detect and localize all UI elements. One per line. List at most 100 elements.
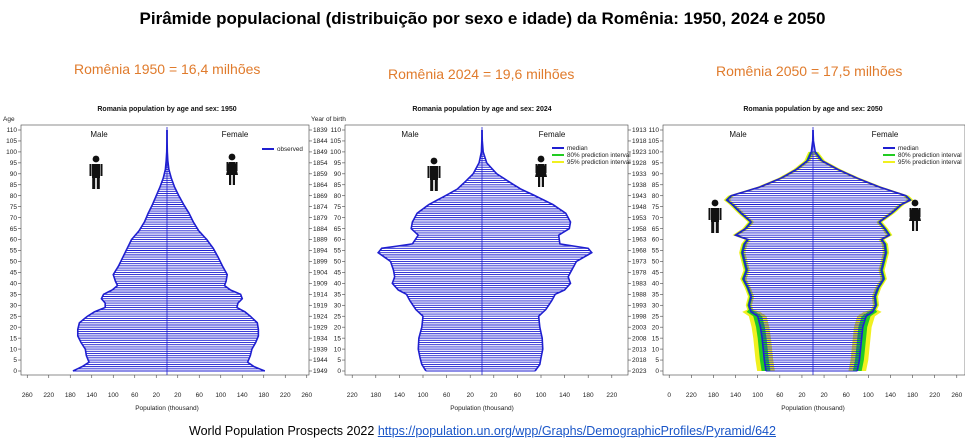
legend-entry: 80% prediction interval [567, 152, 631, 159]
age-tick-label: 5 [13, 357, 17, 364]
birth-year-tick-label: 2003 [632, 324, 647, 331]
source-link[interactable]: https://population.un.org/wpp/Graphs/Dem… [377, 424, 776, 438]
birth-year-tick-label: 1944 [313, 357, 328, 364]
legend-entry: 95% prediction interval [898, 159, 962, 166]
birth-year-tick-label: 1968 [632, 248, 647, 255]
age-tick-label: 55 [652, 248, 660, 255]
age-tick-label: 60 [10, 237, 18, 244]
age-tick-label: 15 [10, 335, 18, 342]
age-tick-label: 75 [334, 204, 342, 211]
birth-year-axis-label: Year of birth [311, 116, 346, 123]
age-tick-label: 0 [13, 368, 17, 375]
birth-year-tick-label: 1948 [632, 204, 647, 211]
age-tick-label: 110 [7, 127, 18, 134]
pyramid-chart-0: Romania population by age and sex: 1950 2… [3, 106, 346, 412]
age-tick-label: 85 [652, 182, 660, 189]
age-tick-label: 20 [652, 324, 660, 331]
birth-year-tick-label: 1934 [313, 335, 328, 342]
age-tick-label: 35 [334, 292, 342, 299]
age-tick-label: 65 [334, 226, 342, 233]
birth-year-tick-label: 1859 [313, 171, 328, 178]
birth-year-tick-label: 1844 [313, 138, 328, 145]
x-tick-label: 100 [418, 392, 429, 399]
x-tick-label: 140 [730, 392, 741, 399]
outline-male [72, 129, 168, 372]
birth-year-tick-label: 1929 [313, 324, 328, 331]
age-tick-label: 85 [334, 182, 342, 189]
x-tick-label: 180 [907, 392, 918, 399]
birth-year-tick-label: 1869 [313, 193, 328, 200]
x-tick-label: 220 [347, 392, 358, 399]
birth-year-tick-label: 1894 [313, 248, 328, 255]
birth-year-tick-label: 1914 [313, 292, 328, 299]
birth-year-tick-label: 1913 [632, 127, 647, 134]
age-bars [378, 151, 592, 372]
x-tick-label: 140 [885, 392, 896, 399]
age-tick-label: 70 [10, 215, 18, 222]
x-axis-label: Population (thousand) [781, 405, 845, 412]
age-tick-label: 55 [10, 248, 18, 255]
birth-year-tick-label: 2018 [632, 357, 647, 364]
x-tick-label: 100 [108, 392, 119, 399]
x-tick-label: 0 [667, 392, 671, 399]
x-tick-label: 20 [174, 392, 182, 399]
birth-year-tick-label: 2023 [632, 368, 647, 375]
age-tick-label: 30 [334, 302, 342, 309]
age-tick-label: 95 [334, 160, 342, 167]
birth-year-tick-label: 1993 [632, 302, 647, 309]
age-tick-label: 70 [334, 215, 342, 222]
age-tick-label: 110 [331, 127, 342, 134]
age-tick-label: 45 [652, 270, 660, 277]
subtitle-2024: Romênia 2024 = 19,6 milhões [388, 66, 575, 82]
x-tick-label: 100 [536, 392, 547, 399]
pyramid-chart-2: Romania population by age and sex: 2050 0… [648, 106, 965, 412]
age-tick-label: 15 [334, 335, 342, 342]
x-tick-label: 100 [863, 392, 874, 399]
age-tick-label: 25 [652, 313, 660, 320]
birth-year-tick-label: 1939 [313, 346, 328, 353]
x-tick-label: 60 [776, 392, 784, 399]
outline-female [812, 129, 912, 372]
x-tick-label: 140 [237, 392, 248, 399]
birth-year-tick-label: 1963 [632, 237, 647, 244]
birth-year-tick-label: 1904 [313, 270, 328, 277]
birth-year-tick-label: 1874 [313, 204, 328, 211]
birth-year-tick-label: 1973 [632, 259, 647, 266]
male-figure-icon [427, 157, 441, 191]
subtitle-1950: Romênia 1950 = 16,4 milhões [74, 61, 261, 77]
x-tick-label: 140 [394, 392, 405, 399]
age-tick-label: 80 [334, 193, 342, 200]
age-bars [72, 151, 265, 372]
x-tick-label: 60 [843, 392, 851, 399]
female-label: Female [872, 130, 899, 139]
birth-year-tick-label: 1923 [632, 149, 647, 156]
birth-year-tick-label: 2013 [632, 346, 647, 353]
age-tick-label: 75 [10, 204, 18, 211]
birth-year-tick-label: 1983 [632, 281, 647, 288]
age-tick-label: 95 [652, 160, 660, 167]
age-tick-label: 65 [10, 226, 18, 233]
male-figure-icon [89, 155, 103, 189]
age-tick-label: 60 [334, 237, 342, 244]
x-tick-label: 20 [820, 392, 828, 399]
age-tick-label: 90 [10, 171, 18, 178]
birth-year-tick-label: 1933 [632, 171, 647, 178]
age-tick-label: 25 [334, 313, 342, 320]
x-tick-label: 60 [443, 392, 451, 399]
age-tick-label: 85 [10, 182, 18, 189]
x-tick-label: 100 [752, 392, 763, 399]
age-tick-label: 15 [652, 335, 660, 342]
source-footer: World Population Prospects 2022 https://… [0, 424, 965, 438]
age-tick-label: 90 [652, 171, 660, 178]
age-tick-label: 35 [652, 292, 660, 299]
age-tick-label: 20 [10, 324, 18, 331]
female-figure-icon [909, 199, 921, 231]
birth-year-tick-label: 1918 [632, 138, 647, 145]
legend-entry: 95% prediction interval [567, 159, 631, 166]
x-tick-label: 260 [951, 392, 962, 399]
birth-year-tick-label: 1958 [632, 226, 647, 233]
age-tick-label: 10 [10, 346, 18, 353]
birth-year-tick-label: 2008 [632, 335, 647, 342]
legend-entry: 80% prediction interval [898, 152, 962, 159]
birth-year-tick-label: 1953 [632, 215, 647, 222]
